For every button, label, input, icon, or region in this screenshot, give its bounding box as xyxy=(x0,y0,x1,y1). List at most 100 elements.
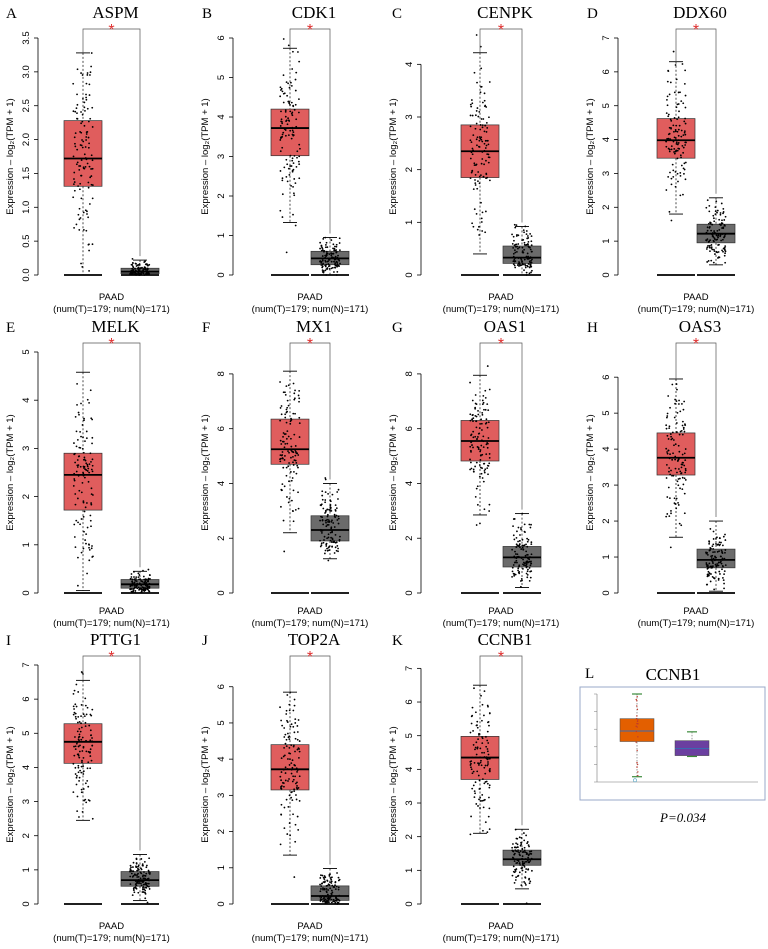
data-point xyxy=(320,264,323,266)
data-point xyxy=(513,881,516,884)
data-point xyxy=(667,395,670,397)
data-point xyxy=(73,478,76,480)
data-point xyxy=(333,515,336,518)
data-point xyxy=(486,403,489,406)
data-point xyxy=(297,491,299,494)
data-point xyxy=(82,770,85,773)
data-point xyxy=(288,794,291,797)
data-point xyxy=(291,759,294,762)
data-point xyxy=(329,881,331,884)
data-point xyxy=(84,721,87,724)
data-point xyxy=(90,503,93,506)
data-point xyxy=(76,161,79,164)
data-point xyxy=(511,576,513,578)
data-point xyxy=(527,568,529,571)
data-point xyxy=(143,578,146,581)
data-point xyxy=(331,519,333,522)
data-point xyxy=(474,792,476,795)
data-point xyxy=(485,159,487,162)
data-point xyxy=(330,880,333,883)
data-point xyxy=(683,430,686,433)
data-point xyxy=(280,771,283,773)
data-point xyxy=(513,573,515,575)
data-point xyxy=(323,898,326,900)
data-point xyxy=(76,795,79,798)
data-point xyxy=(281,781,284,784)
data-point xyxy=(142,588,145,591)
data-point xyxy=(281,90,284,93)
data-point xyxy=(678,477,681,480)
data-point xyxy=(520,527,522,529)
data-point xyxy=(323,250,325,253)
data-point xyxy=(326,508,329,511)
data-point xyxy=(717,577,720,580)
data-point xyxy=(487,763,489,765)
data-point xyxy=(487,473,489,476)
data-point xyxy=(474,465,477,468)
data-point xyxy=(637,736,639,738)
data-point xyxy=(672,124,675,127)
data-point xyxy=(75,683,78,686)
data-point xyxy=(474,173,477,176)
data-point xyxy=(717,564,720,567)
data-point xyxy=(669,453,671,456)
y-tick-label: 1 xyxy=(21,867,32,872)
data-point xyxy=(76,810,79,813)
data-point xyxy=(706,199,709,202)
data-point xyxy=(665,427,668,430)
data-point xyxy=(80,491,83,494)
data-point xyxy=(87,761,90,764)
data-point xyxy=(324,499,327,501)
data-point xyxy=(678,124,681,127)
data-point xyxy=(293,764,296,766)
data-point xyxy=(518,246,521,249)
data-point xyxy=(469,114,472,117)
data-point xyxy=(76,103,79,106)
data-point xyxy=(514,561,517,564)
data-point xyxy=(481,403,484,406)
data-point xyxy=(286,163,289,166)
data-point xyxy=(297,466,299,469)
data-point xyxy=(283,92,286,95)
data-point xyxy=(286,430,289,433)
data-point xyxy=(289,725,292,728)
data-point xyxy=(283,736,286,738)
data-point xyxy=(330,878,333,881)
data-point xyxy=(73,178,75,180)
data-point xyxy=(282,131,285,134)
data-point xyxy=(82,140,85,143)
data-point xyxy=(279,86,282,89)
data-point xyxy=(479,800,482,802)
data-point xyxy=(472,446,474,449)
data-point xyxy=(90,168,93,170)
data-point xyxy=(132,866,134,868)
data-point xyxy=(131,264,134,266)
data-point xyxy=(289,103,291,106)
data-point xyxy=(334,245,336,248)
data-point xyxy=(88,249,90,252)
data-point xyxy=(666,98,668,101)
data-point xyxy=(667,438,670,440)
data-point xyxy=(713,588,716,591)
data-point xyxy=(88,724,91,727)
data-point xyxy=(279,381,281,383)
data-point xyxy=(668,93,671,96)
data-point xyxy=(718,561,720,564)
data-point xyxy=(130,866,132,869)
x-sample-counts: (num(T)=179; num(N)=171) xyxy=(252,304,369,315)
y-tick-label: 8 xyxy=(216,371,227,376)
data-point xyxy=(289,420,292,423)
data-point xyxy=(282,38,285,40)
data-point xyxy=(331,493,334,496)
y-axis-label: Expression – log₂(TPM + 1) xyxy=(585,98,596,214)
data-point xyxy=(682,193,684,196)
data-point xyxy=(480,472,483,475)
data-point xyxy=(296,464,299,467)
data-point xyxy=(91,126,94,128)
data-point xyxy=(281,483,284,486)
data-point xyxy=(714,253,716,255)
data-point xyxy=(476,107,479,109)
data-point xyxy=(684,133,687,136)
data-point xyxy=(511,849,514,852)
data-point xyxy=(516,234,518,236)
